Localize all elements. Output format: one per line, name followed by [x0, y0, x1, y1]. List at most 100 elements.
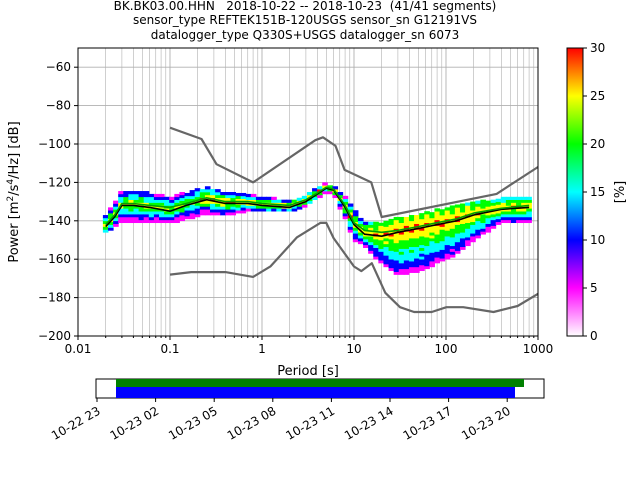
density-cell: [347, 206, 354, 210]
density-cell: [184, 216, 191, 220]
density-cell: [215, 189, 221, 193]
density-cell: [408, 240, 415, 245]
density-cell: [184, 207, 191, 211]
density-cell: [174, 199, 180, 203]
density-cell: [276, 208, 282, 212]
density-cell: [368, 247, 374, 251]
density-cell: [261, 196, 267, 200]
density-cell: [434, 257, 441, 261]
density-cell: [373, 227, 379, 231]
density-cell: [429, 261, 435, 265]
density-cell: [398, 248, 405, 252]
density-cell: [459, 206, 466, 210]
series-line-high-noise-model: [169, 126, 538, 219]
density-cell: [378, 225, 384, 229]
density-cell: [143, 193, 150, 198]
density-cell: [408, 235, 415, 239]
density-cell: [414, 252, 420, 256]
density-cell: [495, 198, 502, 202]
density-cell: [128, 205, 135, 209]
density-cell: [414, 264, 420, 268]
density-cell: [439, 226, 446, 230]
density-cell: [419, 218, 425, 223]
density-cell: [439, 229, 446, 233]
density-cell: [393, 254, 400, 258]
density-cell: [480, 219, 486, 224]
density-cell: [454, 230, 461, 234]
density-cell: [521, 211, 527, 215]
density-cell: [164, 202, 170, 206]
density-cell: [424, 231, 430, 235]
density-cell: [429, 217, 435, 222]
density-cell: [388, 227, 395, 231]
density-cell: [352, 218, 359, 223]
density-cell: [317, 192, 323, 196]
density-cell: [128, 216, 135, 221]
density-cell: [184, 192, 191, 197]
density-cell: [261, 208, 267, 212]
density-cell: [383, 249, 390, 253]
density-cell: [434, 254, 441, 258]
density-cell: [429, 220, 435, 224]
density-cell: [393, 251, 400, 255]
density-cell: [184, 210, 191, 214]
density-cell: [123, 216, 129, 221]
density-cell: [368, 239, 374, 243]
density-cell: [388, 253, 395, 257]
density-cell: [505, 211, 512, 215]
density-cell: [169, 202, 175, 206]
density-cell: [459, 235, 466, 239]
density-cell: [470, 230, 476, 234]
density-cell: [388, 250, 395, 254]
density-cell: [480, 216, 486, 221]
density-cell: [210, 194, 216, 199]
density-cell: [245, 205, 252, 209]
density-cell: [465, 211, 471, 215]
density-cell: [245, 193, 252, 198]
density-cell: [408, 266, 415, 271]
density-cell: [107, 221, 114, 225]
density-cell: [403, 219, 410, 224]
density-cell: [434, 242, 441, 247]
density-cell: [419, 227, 425, 231]
density-cell: [169, 196, 175, 200]
density-cell: [500, 199, 507, 203]
density-cell: [475, 220, 481, 224]
density-cell: [138, 193, 145, 198]
density-cell: [194, 193, 201, 198]
density-cell: [128, 191, 135, 195]
density-cell: [179, 200, 186, 204]
density-cell: [240, 207, 247, 211]
density-cell: [296, 197, 303, 201]
density-cell: [322, 182, 328, 186]
density-cell: [215, 206, 221, 210]
density-cell: [505, 199, 512, 203]
density-cell: [516, 199, 522, 203]
density-cell: [470, 239, 476, 243]
x-tick-label: 1000: [523, 342, 554, 356]
density-cell: [235, 195, 242, 200]
density-cell: [133, 208, 140, 212]
density-cell: [419, 236, 425, 240]
density-cell: [403, 216, 410, 221]
density-cell: [189, 207, 196, 211]
density-cell: [414, 220, 420, 224]
density-cell: [434, 219, 441, 224]
density-cell: [363, 236, 369, 240]
y-tick-label: −120: [38, 175, 71, 189]
density-cell: [449, 205, 456, 209]
density-cell: [414, 223, 420, 227]
density-cell: [378, 248, 384, 252]
density-cell: [194, 208, 201, 212]
density-cell: [398, 216, 405, 221]
density-cell: [465, 234, 471, 238]
density-cell: [347, 212, 354, 216]
density-cell: [240, 204, 247, 208]
density-cell: [398, 251, 405, 255]
density-cell: [429, 232, 435, 236]
density-cell: [169, 219, 175, 224]
density-cell: [388, 244, 395, 248]
density-cell: [408, 264, 415, 268]
density-cell: [398, 271, 405, 275]
density-cell: [495, 216, 502, 220]
